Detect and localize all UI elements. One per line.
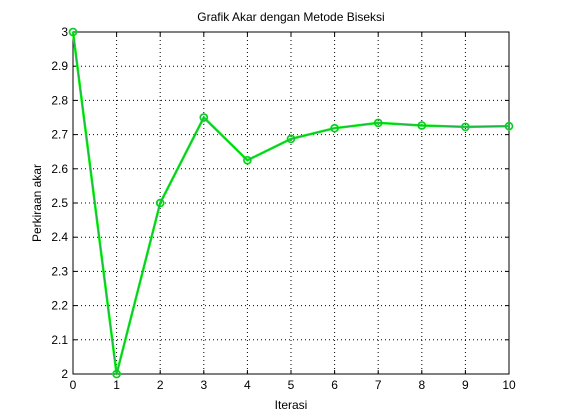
data-point-marker — [374, 118, 383, 127]
x-tick-label: 9 — [462, 378, 469, 392]
data-point-marker — [243, 156, 252, 165]
x-ticks: 0 1 2 3 4 5 6 7 8 9 10 — [70, 32, 516, 392]
grid — [73, 32, 509, 374]
y-tick-label: 2.1 — [51, 333, 68, 347]
x-tick-label: 7 — [375, 378, 382, 392]
series-group — [68, 27, 514, 379]
y-axis-label: Perkiraan akar — [30, 164, 44, 242]
y-tick-label: 2.8 — [51, 93, 68, 107]
series-line-2 — [72, 31, 510, 375]
x-tick-label: 10 — [502, 378, 516, 392]
y-tick-label: 3 — [61, 25, 68, 39]
x-tick-label: 5 — [288, 378, 295, 392]
y-tick-label: 2.9 — [51, 59, 68, 73]
plot-area — [73, 32, 509, 374]
y-ticks: 2 2.1 2.2 2.3 2.4 2.5 2.6 2.7 2.8 2.9 3 — [51, 25, 509, 381]
y-tick-label: 2.6 — [51, 162, 68, 176]
x-axis-label: Iterasi — [275, 398, 308, 412]
data-point-marker — [199, 113, 208, 122]
x-tick-label: 3 — [200, 378, 207, 392]
chart-title: Grafik Akar dengan Metode Biseksi — [197, 10, 384, 24]
y-tick-label: 2.5 — [51, 196, 68, 210]
y-tick-label: 2.4 — [51, 230, 68, 244]
x-tick-label: 0 — [70, 378, 77, 392]
y-tick-label: 2.3 — [51, 264, 68, 278]
data-point-marker — [69, 28, 77, 36]
data-point-marker — [330, 124, 339, 133]
y-tick-label: 2.2 — [51, 299, 68, 313]
x-tick-label: 4 — [244, 378, 251, 392]
data-point-marker — [417, 121, 426, 130]
y-tick-label: 2.7 — [51, 128, 68, 142]
data-point-marker — [505, 122, 513, 131]
data-point-marker — [461, 122, 470, 131]
y-tick-label: 2 — [61, 367, 68, 381]
x-tick-label: 2 — [157, 378, 164, 392]
x-tick-label: 1 — [113, 378, 120, 392]
data-point-marker — [156, 199, 165, 207]
data-point-marker — [287, 134, 295, 143]
x-tick-label: 6 — [331, 378, 338, 392]
data-point-marker — [112, 370, 121, 378]
x-tick-label: 8 — [418, 378, 425, 392]
